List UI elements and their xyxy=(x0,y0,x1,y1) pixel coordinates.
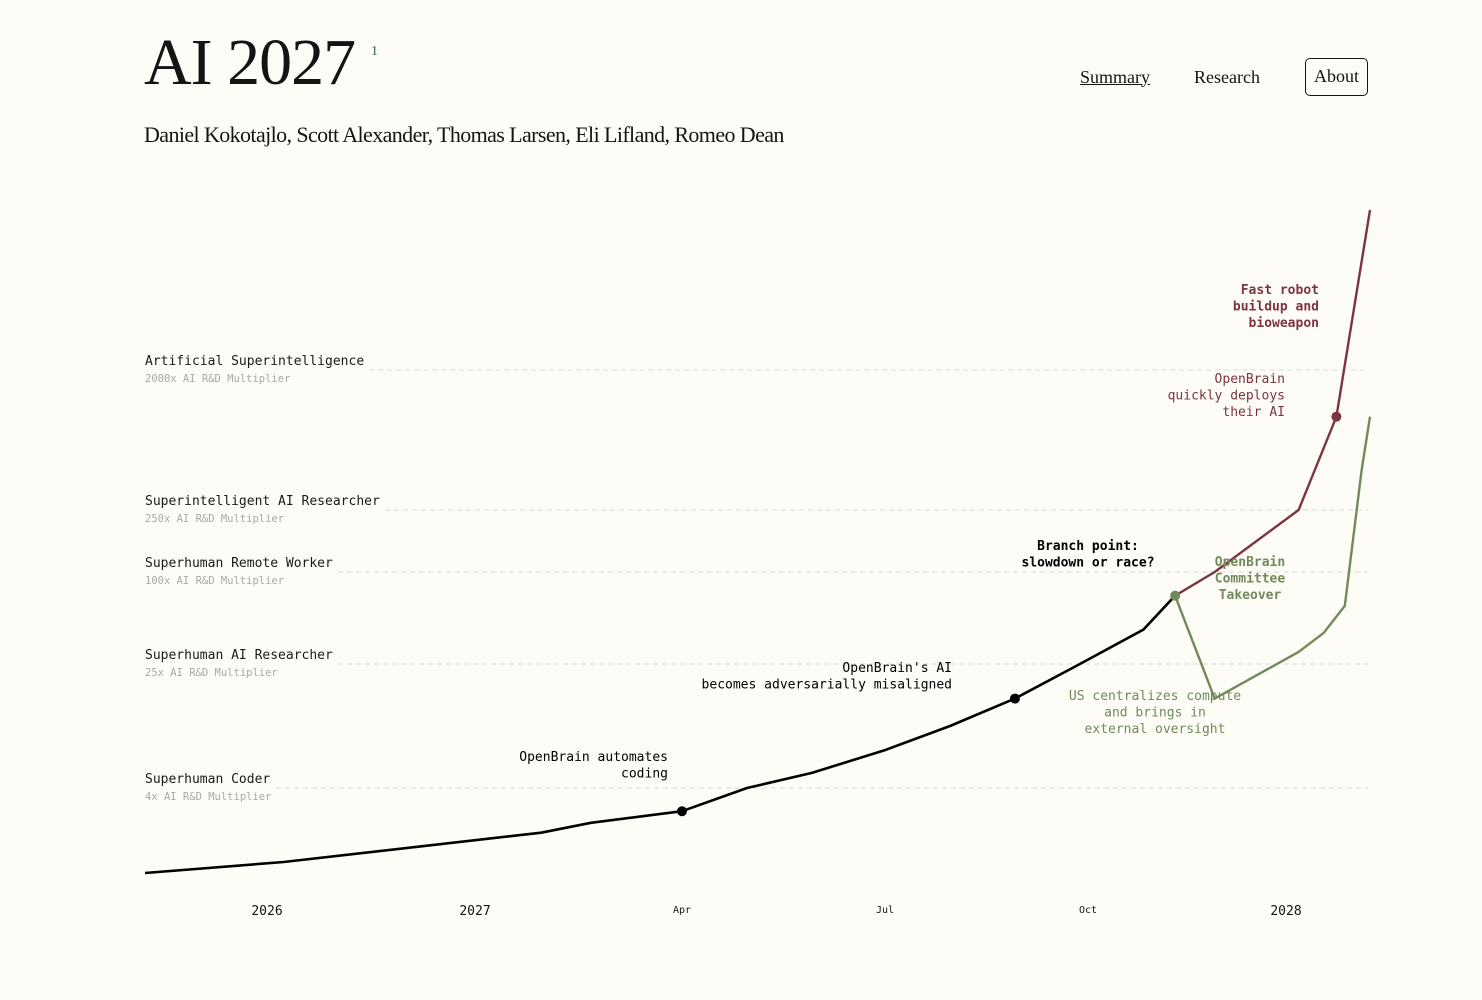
annotation-1-line-0: OpenBrain xyxy=(1215,555,1285,570)
milestone-multiplier-1: 25x AI R&D Multiplier xyxy=(145,667,278,679)
x-tick-label-3: Jul xyxy=(876,905,894,916)
event-label-2-line-0: Branch point: xyxy=(1037,539,1139,554)
site-title: AI 2027 xyxy=(144,26,356,99)
event-label-1-line-0: OpenBrain's AI xyxy=(842,661,952,676)
event-marker-2 xyxy=(1170,590,1181,601)
milestone-multiplier-4: 2000x AI R&D Multiplier xyxy=(145,373,290,385)
annotation-0-line-2: bioweapon xyxy=(1249,316,1319,331)
x-tick-label-4: Oct xyxy=(1079,905,1097,916)
milestone-name-3: Superintelligent AI Researcher xyxy=(145,494,380,509)
milestone-multiplier-0: 4x AI R&D Multiplier xyxy=(145,791,271,803)
x-tick-label-2: Apr xyxy=(673,905,691,916)
milestone-multiplier-2: 100x AI R&D Multiplier xyxy=(145,575,284,587)
event-marker-1 xyxy=(1009,693,1020,704)
milestone-multiplier-3: 250x AI R&D Multiplier xyxy=(145,513,284,525)
author-list: Daniel Kokotajlo, Scott Alexander, Thoma… xyxy=(144,122,784,147)
x-tick-label-1: 2027 xyxy=(459,904,490,919)
annotation-1-line-2: Takeover xyxy=(1219,588,1282,603)
nav-summary-link[interactable]: Summary xyxy=(1080,66,1151,87)
annotation-2-line-1: and brings in xyxy=(1104,706,1206,721)
series-line-slowdown xyxy=(1173,416,1372,700)
event-label-3-line-2: their AI xyxy=(1222,405,1285,420)
event-marker-0 xyxy=(677,806,687,817)
x-tick-label-0: 2026 xyxy=(251,904,282,919)
event-label-2-line-1: slowdown or race? xyxy=(1021,556,1154,571)
series-line-main xyxy=(144,594,1177,875)
annotation-0-line-0: Fast robot xyxy=(1241,283,1319,298)
annotation-2-line-0: US centralizes compute xyxy=(1069,689,1241,704)
annotation-2-line-2: external oversight xyxy=(1085,722,1226,737)
top-nav: Summary Research About xyxy=(1080,58,1368,96)
nav-research-link[interactable]: Research xyxy=(1194,66,1260,87)
event-label-3-line-1: quickly deploys xyxy=(1168,389,1285,404)
annotation-1-line-1: Committee xyxy=(1215,572,1286,587)
milestone-name-0: Superhuman Coder xyxy=(145,772,270,787)
event-marker-3 xyxy=(1331,411,1342,422)
series-line-race xyxy=(1174,209,1372,597)
event-label-1-line-1: becomes adversarially misaligned xyxy=(702,678,952,693)
annotation-0-line-1: buildup and xyxy=(1233,300,1319,315)
event-label-0-line-0: OpenBrain automates xyxy=(519,750,668,765)
event-label-0-line-1: coding xyxy=(621,767,668,782)
milestone-name-1: Superhuman AI Researcher xyxy=(145,648,333,663)
x-tick-label-5: 2028 xyxy=(1270,904,1301,919)
footnote-link[interactable]: 1 xyxy=(371,44,378,59)
nav-about-button[interactable]: About xyxy=(1305,58,1368,96)
milestone-name-2: Superhuman Remote Worker xyxy=(145,556,333,571)
event-label-3-line-0: OpenBrain xyxy=(1215,372,1285,387)
milestone-name-4: Artificial Superintelligence xyxy=(145,354,364,369)
